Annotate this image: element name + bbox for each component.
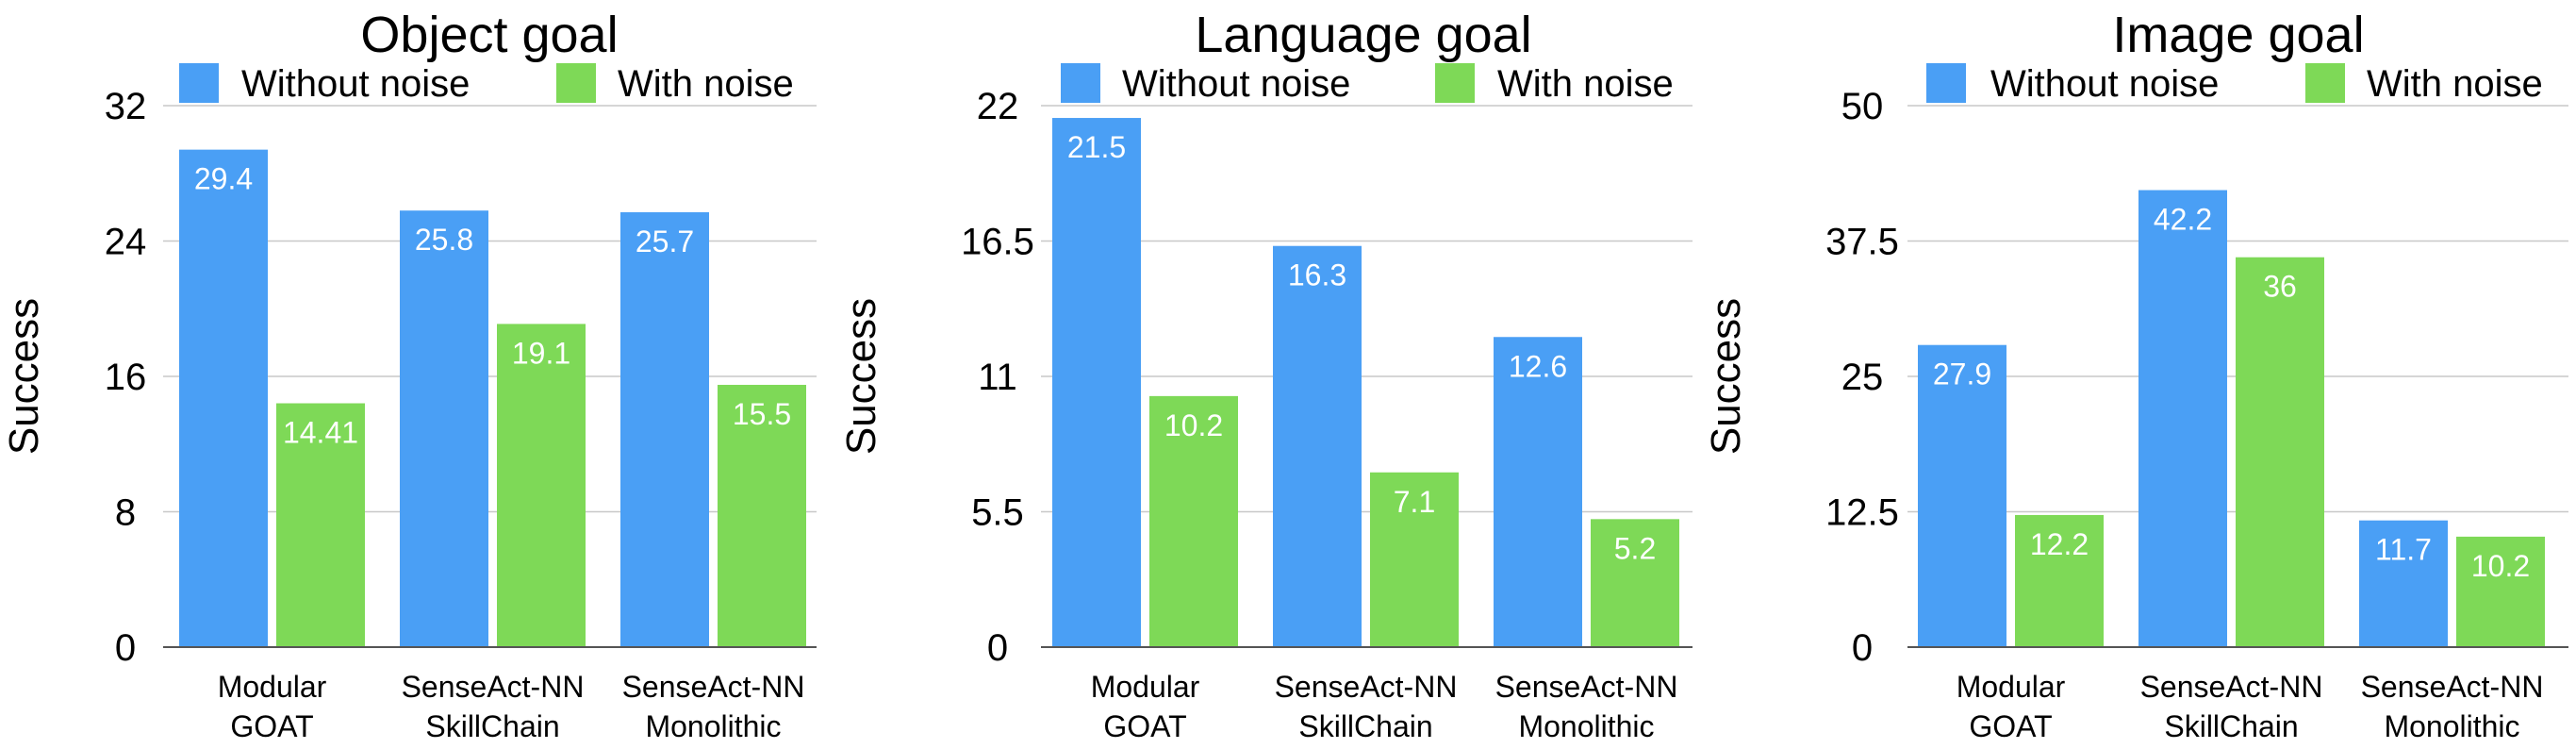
chart-title: Language goal [1195, 7, 1531, 63]
bar-with-noise [2236, 257, 2324, 647]
bar-without-noise [1273, 245, 1362, 647]
x-category-label-line1: SenseAct-NN [1495, 670, 1678, 704]
y-tick-label: 25 [1841, 357, 1884, 398]
bar-with-noise [718, 384, 806, 647]
legend-swatch-with-noise [556, 63, 596, 103]
legend-swatch-without-noise [179, 63, 219, 103]
data-label: 25.7 [636, 225, 694, 258]
x-category-label-line2: GOAT [230, 709, 313, 743]
data-label: 16.3 [1288, 258, 1346, 292]
legend-label-with-noise: With noise [1497, 63, 1674, 105]
x-category-label-line2: Monolithic [2384, 709, 2519, 743]
legend-label-with-noise: With noise [618, 63, 794, 105]
data-label: 5.2 [1614, 531, 1656, 565]
y-tick-label: 24 [105, 222, 147, 263]
x-category-label-line1: SenseAct-NN [2140, 670, 2323, 704]
data-label: 7.1 [1394, 485, 1435, 519]
y-tick-label: 32 [105, 86, 147, 127]
x-category-label-line1: Modular [218, 670, 327, 704]
y-tick-label: 22 [977, 86, 1019, 127]
legend-label-without-noise: Without noise [241, 63, 470, 105]
bar-with-noise [2015, 514, 2104, 647]
x-category-label-line2: GOAT [1969, 709, 2052, 743]
bar-with-noise [2456, 536, 2545, 647]
x-category-label-line2: SkillChain [1298, 709, 1432, 743]
y-tick-label: 5.5 [971, 492, 1024, 534]
data-label: 19.1 [512, 336, 570, 370]
y-axis-label: Success [1703, 298, 1749, 455]
y-tick-label: 50 [1841, 86, 1884, 127]
x-category-label-line1: SenseAct-NN [2361, 670, 2544, 704]
legend-label-without-noise: Without noise [1990, 63, 2219, 105]
x-category-label-line2: SkillChain [2164, 709, 2298, 743]
x-category-label-line1: SenseAct-NN [402, 670, 585, 704]
chart-title: Object goal [360, 7, 618, 63]
x-category-label-line2: Monolithic [645, 709, 781, 743]
legend-label-with-noise: With noise [2367, 63, 2543, 105]
data-label: 10.2 [2471, 549, 2530, 583]
data-label: 12.2 [2030, 527, 2089, 561]
data-label: 10.2 [1164, 408, 1223, 442]
x-category-label-line1: SenseAct-NN [1275, 670, 1458, 704]
legend-label-without-noise: Without noise [1122, 63, 1350, 105]
x-category-label-line2: GOAT [1103, 709, 1186, 743]
data-label: 15.5 [733, 397, 791, 431]
x-category-label-line1: Modular [1091, 670, 1200, 704]
y-tick-label: 0 [987, 627, 1008, 669]
legend-swatch-without-noise [1926, 63, 1966, 103]
y-tick-label: 8 [115, 492, 136, 534]
y-tick-label: 0 [115, 627, 136, 669]
data-label: 14.41 [283, 416, 358, 450]
y-tick-label: 16 [105, 357, 147, 398]
y-tick-label: 11 [978, 357, 1017, 398]
x-category-label-line2: SkillChain [425, 709, 559, 743]
data-label: 25.8 [415, 223, 473, 257]
data-label: 11.7 [2375, 533, 2432, 567]
bar-without-noise [179, 149, 268, 647]
bar-without-noise [1052, 118, 1141, 647]
y-tick-label: 12.5 [1825, 492, 1899, 534]
bar-with-noise [1370, 472, 1459, 647]
y-tick-label: 37.5 [1825, 222, 1899, 263]
data-label: 12.6 [1509, 349, 1567, 383]
bar-with-noise [497, 324, 586, 647]
bar-without-noise [400, 210, 488, 647]
legend-swatch-without-noise [1061, 63, 1100, 103]
data-label: 42.2 [2154, 203, 2212, 237]
bar-with-noise [276, 403, 365, 647]
data-label: 36 [2263, 270, 2297, 304]
bar-without-noise [620, 212, 709, 647]
y-tick-label: 0 [1852, 627, 1873, 669]
bar-without-noise [1494, 337, 1582, 647]
bar-without-noise [2138, 190, 2227, 647]
x-category-label-line1: Modular [1957, 670, 2066, 704]
data-label: 21.5 [1067, 130, 1126, 164]
legend-swatch-with-noise [1435, 63, 1475, 103]
y-tick-label: 16.5 [961, 222, 1034, 263]
y-axis-label: Success [838, 298, 884, 455]
data-label: 29.4 [194, 162, 253, 196]
bar-without-noise [2359, 520, 2448, 647]
data-label: 27.9 [1933, 358, 1991, 391]
bar-with-noise [1591, 519, 1679, 647]
bar-with-noise [1149, 395, 1238, 647]
x-category-label-line1: SenseAct-NN [622, 670, 805, 704]
y-axis-label: Success [1, 298, 47, 455]
chart-title: Image goal [2112, 7, 2364, 63]
x-category-label-line2: Monolithic [1518, 709, 1654, 743]
bar-without-noise [1918, 344, 2006, 647]
legend-swatch-with-noise [2305, 63, 2345, 103]
